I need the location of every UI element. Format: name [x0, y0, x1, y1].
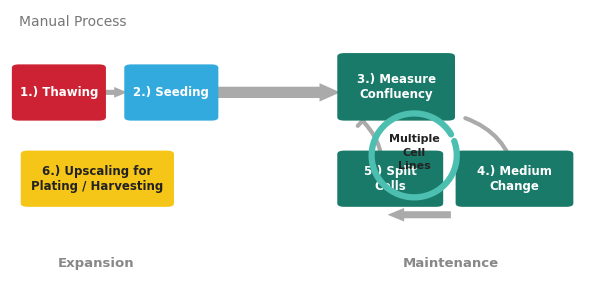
FancyBboxPatch shape [337, 150, 443, 207]
Text: Multiple
Cell
Lines: Multiple Cell Lines [389, 134, 440, 171]
Text: Expansion: Expansion [58, 257, 134, 270]
Polygon shape [388, 208, 451, 221]
Text: 4.) Medium
Change: 4.) Medium Change [477, 165, 552, 193]
Text: 6.) Upscaling for
Plating / Harvesting: 6.) Upscaling for Plating / Harvesting [31, 165, 163, 193]
Text: 2.) Seeding: 2.) Seeding [133, 86, 209, 99]
Text: 3.) Measure
Confluency: 3.) Measure Confluency [356, 73, 436, 101]
FancyBboxPatch shape [124, 64, 218, 121]
Text: Maintenance: Maintenance [403, 257, 499, 270]
FancyBboxPatch shape [12, 64, 106, 121]
Polygon shape [102, 87, 127, 98]
FancyBboxPatch shape [21, 150, 174, 207]
Text: 5.) Split
Cells: 5.) Split Cells [364, 165, 416, 193]
Text: Manual Process: Manual Process [19, 15, 127, 29]
Text: 1.) Thawing: 1.) Thawing [20, 86, 98, 99]
FancyBboxPatch shape [337, 53, 455, 121]
Polygon shape [215, 83, 340, 102]
FancyBboxPatch shape [455, 150, 574, 207]
